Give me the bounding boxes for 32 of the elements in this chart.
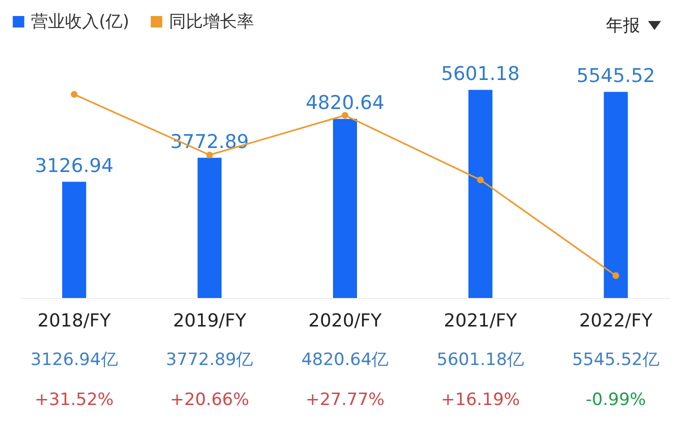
data-label: 5545.52 [576,64,656,87]
text: 5601.18亿 [436,350,524,370]
data-label: 5601.18 [441,62,520,85]
point [612,272,620,279]
data-label: -0.99% [586,390,646,410]
data-label: +27.77% [305,390,385,410]
data-label: +31.52% [34,390,114,410]
point [477,176,484,184]
text: 年报 [606,15,640,37]
text: 3126.94亿 [30,350,118,370]
point [342,112,348,119]
text: 3772.89亿 [166,350,254,370]
legend-label: 营业收入(亿) [31,12,130,32]
bar [62,182,86,298]
x-tick-label: 2022/FY [579,310,654,332]
text: 4820.64亿 [301,350,389,370]
data-label: 4820.64 [306,92,384,114]
data-label: +20.66% [170,390,250,410]
point [70,91,78,98]
x-tick-label: 2018/FY [38,310,112,332]
text: 5545.52亿 [572,350,660,370]
x-tick-label: 2021/FY [444,310,518,332]
x-tick-label: 2020/FY [308,310,383,332]
data-label: +16.19% [440,390,520,410]
bar [604,92,628,298]
bar [198,158,222,298]
bar [468,90,492,298]
point [206,152,213,158]
x-tick-label: 2019/FY [172,310,248,332]
legend-label: 同比增长率 [169,12,254,32]
data-label: 3126.94 [34,154,114,177]
bar [333,118,357,298]
